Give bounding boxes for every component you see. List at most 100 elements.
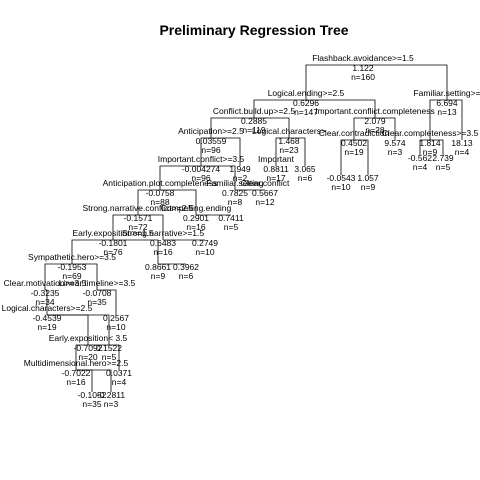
node-n-label: n=12 [255,197,274,207]
tree-edge [159,165,201,190]
tree-edge [112,214,138,240]
node-value-label: -0.0758 [146,188,175,198]
node-n-label: n=35 [87,297,106,307]
node-value-label: -0.1801 [99,238,128,248]
node-n-label: n=23 [279,145,298,155]
node-n-label: n=5 [436,162,451,172]
node-n-label: n=88 [150,197,169,207]
node-value-label: 0.2749 [192,238,218,248]
node-split-label: Sympathetic.hero>=3.5 [28,252,116,262]
tree-edge [72,263,98,290]
node-n-label: n=34 [35,297,54,307]
node-split-label: Important.conflict>=3.5 [158,154,245,164]
tree-edges [44,64,463,392]
node-value-label: 1.057 [357,173,379,183]
node-value-label: 0.2567 [103,313,129,323]
node-n-label: n=69 [62,271,81,281]
tree-edge [447,99,463,140]
node-split-label: Important.conflict.completeness [315,106,435,116]
node-value-label: -0.7092 [74,343,103,353]
node-split-label: Early.exposition>=1.5 [72,228,153,238]
node-split-label: Clear.motivation>=3.5 [4,278,87,288]
tree-edge [45,289,48,315]
node-value-label: 1.468 [278,136,300,146]
tree-edge [289,137,306,166]
node-split-label: Clear.conflict [241,178,290,188]
node-n-label: n=4 [413,162,428,172]
node-split-label: Flashback.avoidance>=1.5 [312,53,414,63]
node-value-label: -0.1571 [124,213,153,223]
node-split-label: Familiar.setting [206,178,263,188]
node-value-label: 1.122 [352,63,374,73]
node-value-label: -0.0543 [327,173,356,183]
node-split-label: Compelling.ending [161,203,232,213]
node-value-label: 0.1522 [96,343,122,353]
tree-edge [88,344,120,370]
node-value-label: 0.8811 [263,164,289,174]
node-split-label: Logical.ending>=2.5 [268,88,345,98]
node-n-label: n=76 [103,247,122,257]
tree-edge [137,189,160,215]
tree-edge [44,263,72,290]
node-split-label: Logical.characters>=2.5 [2,303,93,313]
node-value-label: 0.3962 [173,262,199,272]
node-n-label: n=10 [106,322,125,332]
node-n-label: n=19 [37,322,56,332]
node-value-label: 1.814 [419,138,441,148]
node-split-label: Clear.contradiction [319,128,390,138]
tree-edge [210,117,254,138]
node-n-label: n=96 [191,173,210,183]
node-n-label: n=9 [151,271,166,281]
node-value-label: 2.739 [432,153,454,163]
tree-edge [340,139,354,175]
node-n-label: n=6 [298,173,313,183]
tree-edge [306,99,376,118]
node-n-label: n=96 [201,145,220,155]
node-n-label: n=6 [179,271,194,281]
node-n-label: n=10 [195,247,214,257]
tree-edge [71,239,113,264]
node-split-label: Strong.narrative>=1.5 [122,228,204,238]
node-n-label: n=3 [104,399,119,409]
node-n-label: n=72 [128,222,147,232]
tree-edge [47,314,110,345]
node-value-label: -0.1052 [78,390,107,400]
tree-edge [305,64,363,100]
node-value-label: -0.004274 [182,164,221,174]
node-split-label: Conflict.build.up>=2.5 [213,106,295,116]
node-n-label: n=4 [455,147,470,157]
node-n-label: n=147 [294,107,318,117]
node-value-label: 18.13 [451,138,473,148]
diagram-title: Preliminary Regression Tree [159,22,348,38]
node-n-label: n=160 [351,72,375,82]
node-n-label: n=35 [82,399,101,409]
node-value-label: -0.2811 [97,390,125,400]
node-value-label: 0.5667 [252,188,278,198]
node-n-label: n=5 [224,222,239,232]
